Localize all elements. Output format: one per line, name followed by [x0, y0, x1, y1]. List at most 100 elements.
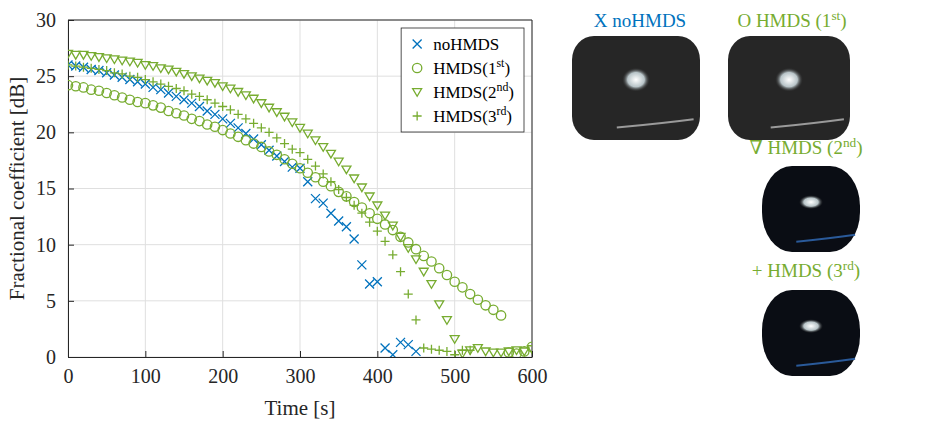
point [257, 100, 266, 108]
x-tick-label: 0 [64, 365, 74, 387]
point [404, 340, 413, 349]
x-tick-label: 500 [440, 365, 470, 387]
point [419, 344, 428, 353]
y-tick-label: 15 [36, 177, 56, 199]
point [288, 145, 297, 154]
point [365, 193, 374, 201]
point [442, 270, 451, 279]
x-tick-label: 200 [208, 365, 238, 387]
y-tick-mark [68, 301, 74, 302]
point [180, 71, 189, 79]
point [187, 90, 196, 99]
photo-caption: O HMDS (1st) [737, 7, 846, 32]
y-tick-label: 5 [46, 290, 56, 312]
point [435, 301, 444, 309]
photo [762, 166, 860, 252]
legend-label: HMDS(1st) [433, 56, 510, 78]
photo-spot [775, 68, 803, 92]
point [156, 80, 165, 89]
x-tick-label: 400 [363, 365, 393, 387]
point [195, 75, 204, 83]
photo-panel [762, 290, 860, 376]
photo-panel [572, 36, 700, 140]
x-tick-label: 300 [286, 365, 316, 387]
point [71, 51, 80, 59]
y-tick-label: 30 [36, 9, 56, 31]
point [357, 184, 366, 192]
x-tick-mark [377, 351, 378, 357]
point [442, 347, 451, 356]
point [427, 345, 436, 354]
point [203, 95, 212, 104]
x-axis: 0100200300400500600 [64, 351, 548, 387]
point [319, 169, 328, 178]
point [373, 227, 382, 236]
point [342, 193, 351, 202]
point [265, 104, 274, 112]
point [388, 350, 397, 357]
point [218, 102, 227, 111]
y-tick-mark [68, 245, 74, 246]
point [427, 257, 436, 266]
point [164, 82, 173, 91]
point [234, 110, 243, 119]
point [381, 237, 390, 246]
point [350, 175, 359, 183]
y-tick-label: 0 [46, 346, 56, 368]
point [412, 256, 421, 264]
chart: 0100200300400500600051015202530noHMDSHMD… [0, 0, 936, 429]
legend-marker [413, 112, 422, 121]
photo-streak [796, 359, 855, 366]
point [412, 315, 421, 324]
point [334, 217, 343, 226]
point [249, 95, 258, 103]
point [210, 110, 219, 119]
point [272, 133, 281, 142]
point [203, 77, 212, 85]
point [388, 222, 397, 230]
frame-top [68, 20, 532, 21]
point [87, 64, 96, 73]
point [326, 177, 335, 186]
point [226, 105, 235, 114]
point [357, 260, 366, 269]
photo-streak [796, 235, 855, 242]
point [450, 350, 459, 357]
point [164, 66, 173, 74]
y-axis-title: Fractional coefficient [dB] [5, 77, 29, 301]
point [195, 92, 204, 101]
point [118, 69, 127, 78]
point [79, 63, 88, 72]
photo [572, 36, 700, 140]
point [110, 68, 119, 77]
point [496, 311, 505, 320]
point [435, 264, 444, 273]
photo-streak [617, 119, 694, 127]
legend-marker [412, 63, 421, 72]
point [365, 218, 374, 227]
point [396, 233, 405, 241]
series [68, 60, 421, 357]
point [257, 123, 266, 132]
photo [762, 290, 860, 376]
point [342, 166, 351, 174]
point [195, 102, 204, 111]
point [396, 338, 405, 347]
point [458, 346, 467, 355]
photo-streak [771, 119, 844, 127]
point [102, 66, 111, 75]
point [180, 86, 189, 95]
y-grid-line [68, 300, 532, 301]
point [342, 222, 351, 231]
point [180, 95, 189, 104]
y-grid-line [68, 244, 532, 245]
legend-box [401, 28, 524, 132]
point [396, 267, 405, 276]
point [79, 63, 88, 72]
point [68, 60, 73, 69]
point [303, 155, 312, 164]
point [319, 199, 328, 208]
point [311, 194, 320, 203]
x-axis-line [69, 357, 533, 358]
x-axis-title: Time [s] [265, 396, 336, 420]
